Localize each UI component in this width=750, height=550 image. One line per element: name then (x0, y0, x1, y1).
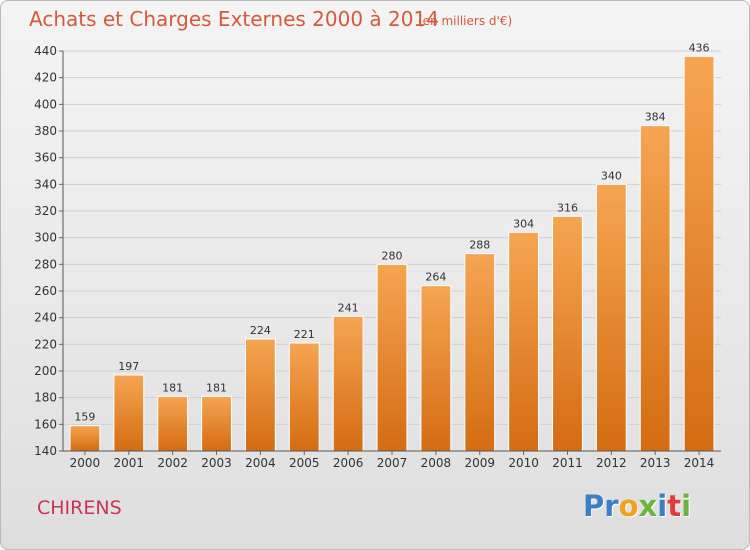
y-tick-label: 260 (34, 284, 57, 298)
y-tick-label: 420 (34, 71, 57, 85)
x-tick-label: 2001 (114, 456, 145, 470)
bar (376, 263, 408, 452)
bar (332, 315, 364, 452)
bar-value-label: 316 (557, 201, 578, 214)
x-tick-label: 2005 (289, 456, 320, 470)
bar (420, 285, 452, 452)
bar-value-label: 384 (645, 111, 666, 124)
x-tick-label: 2006 (333, 456, 364, 470)
proxiti-logo: Proxiti (583, 489, 691, 523)
bar (69, 425, 101, 452)
logo-letter: r (604, 489, 619, 523)
bar (244, 338, 276, 452)
y-tick-label: 240 (34, 311, 57, 325)
y-tick-label: 440 (34, 44, 57, 58)
y-tick-label: 340 (34, 177, 57, 191)
bar (683, 55, 715, 452)
y-tick-label: 300 (34, 231, 57, 245)
y-tick-label: 220 (34, 337, 57, 351)
x-tick-label: 2014 (684, 456, 715, 470)
bar-value-label: 280 (382, 249, 403, 262)
x-tick-label: 2011 (552, 456, 583, 470)
x-tick-label: 2010 (508, 456, 539, 470)
y-tick-label: 400 (34, 97, 57, 111)
bar-value-label: 197 (118, 360, 139, 373)
x-tick-label: 2003 (201, 456, 232, 470)
bar-value-label: 436 (689, 41, 710, 54)
bar (288, 342, 320, 452)
bars (69, 55, 715, 452)
axes (62, 51, 721, 452)
bar (552, 215, 583, 452)
location-label: CHIRENS (37, 497, 122, 519)
x-tick-label: 2013 (640, 456, 671, 470)
bar-value-label: 304 (513, 217, 534, 230)
y-tick-label: 360 (34, 151, 57, 165)
x-tick-label: 2002 (157, 456, 188, 470)
chart-subtitle: (en milliers d'€) (418, 14, 513, 28)
bar-value-label: 288 (469, 239, 490, 252)
bar-value-label: 340 (601, 169, 622, 182)
logo-letter: P (583, 489, 605, 523)
x-tick-label: 2009 (464, 456, 495, 470)
bar-value-label: 181 (206, 381, 227, 394)
x-tick-label: 2004 (245, 456, 276, 470)
bar (157, 395, 189, 452)
chart-title: Achats et Charges Externes 2000 à 2014 (29, 7, 439, 31)
x-tick-label: 2012 (596, 456, 627, 470)
x-tick-label: 2000 (70, 456, 101, 470)
y-tick-label: 320 (34, 204, 57, 218)
logo-letter: x (638, 489, 658, 523)
y-tick-label: 280 (34, 257, 57, 271)
bar (508, 231, 540, 452)
bar-value-label: 224 (250, 324, 271, 337)
logo-letter: o (618, 489, 639, 523)
logo-letter: i (681, 489, 692, 523)
y-tick-label: 180 (34, 391, 57, 405)
logo-letter: t (667, 489, 682, 523)
y-axis-ticks: 140 160 180 200 220 240 260 280 300 320 340 360 380 4… (34, 44, 63, 458)
bar-value-label: 159 (74, 411, 95, 424)
x-axis-ticks: 2000 2001 2002 2003 2004 2005 2006 2007 2008 2009… (70, 451, 715, 470)
y-tick-label: 380 (34, 124, 57, 138)
y-tick-label: 140 (34, 444, 57, 458)
data-labels: 159 197 181 181 224 221 241 280 264 288 304 316 340 3… (74, 41, 709, 423)
y-tick-label: 200 (34, 364, 57, 378)
logo-letter: i (657, 489, 668, 523)
bar-value-label: 264 (425, 271, 446, 284)
bar (595, 183, 627, 452)
bar (113, 374, 145, 452)
y-tick-label: 160 (34, 417, 57, 431)
bar-value-label: 221 (294, 328, 315, 341)
bar (639, 125, 671, 452)
x-tick-label: 2007 (377, 456, 408, 470)
bar-value-label: 241 (338, 301, 359, 314)
bar (201, 395, 232, 452)
bar (464, 253, 496, 452)
bar-value-label: 181 (162, 381, 183, 394)
x-tick-label: 2008 (421, 456, 452, 470)
